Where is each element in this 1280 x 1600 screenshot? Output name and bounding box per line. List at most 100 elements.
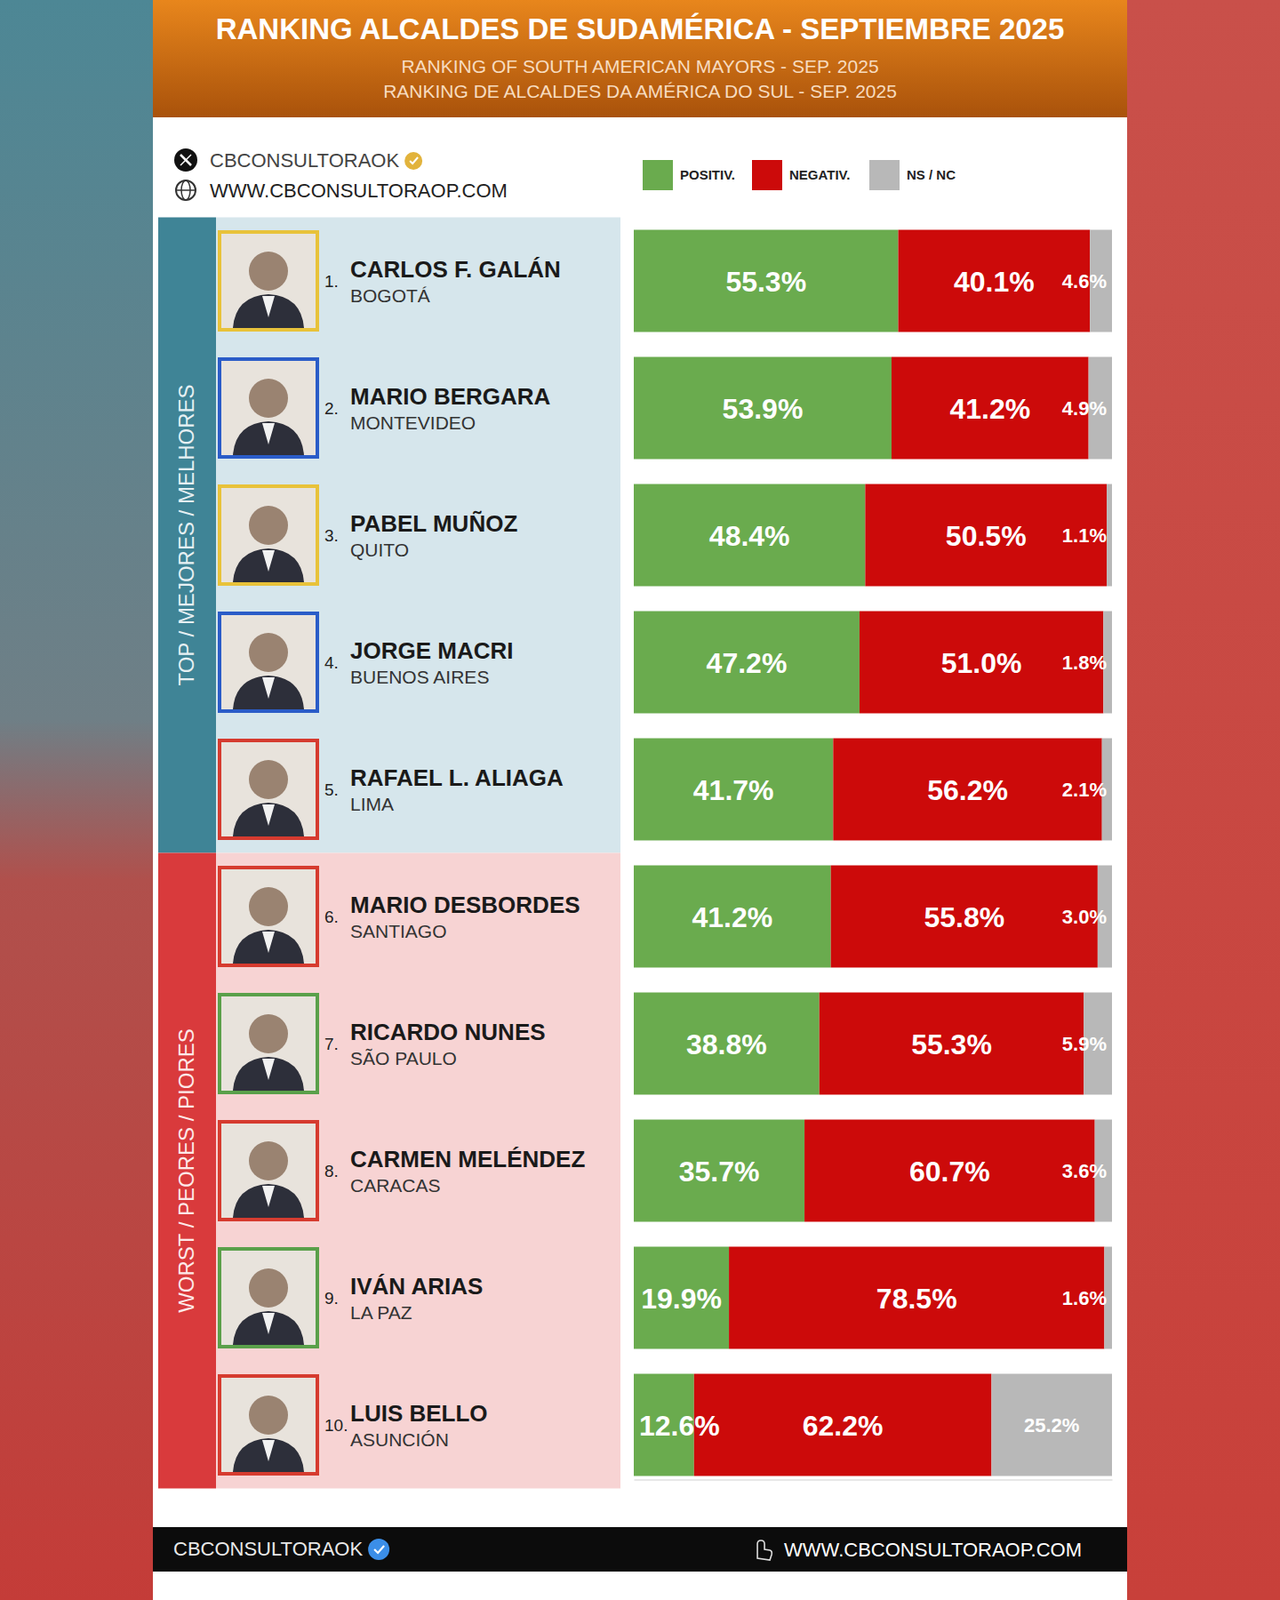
mayor-name: CARLOS F. GALÁN bbox=[350, 256, 561, 283]
header-band bbox=[152, 0, 1128, 118]
rank: 6. bbox=[324, 907, 339, 927]
rank: 9. bbox=[324, 1288, 339, 1308]
bar-segment bbox=[633, 230, 899, 333]
portrait-placeholder bbox=[219, 359, 318, 457]
bar-segment bbox=[633, 611, 860, 714]
background-left bbox=[0, 0, 153, 1600]
mayor-name: RAFAEL L. ALIAGA bbox=[350, 764, 564, 792]
portrait-placeholder bbox=[219, 1121, 318, 1220]
subtitle: RANKING DE ALCALDES DA AMÉRICA DO SUL - … bbox=[383, 80, 897, 102]
chart-root: RANKING ALCALDES DE SUDAMÉRICA - SEPTIEM… bbox=[0, 0, 1280, 1600]
data-label: 62.2% bbox=[802, 1409, 884, 1442]
mayor-name: CARMEN MELÉNDEZ bbox=[350, 1145, 585, 1173]
data-label: 50.5% bbox=[945, 520, 1027, 552]
data-label: 38.8% bbox=[686, 1028, 768, 1061]
portrait-placeholder bbox=[219, 740, 318, 839]
portrait-placeholder bbox=[219, 232, 318, 330]
rank: 1. bbox=[324, 272, 339, 291]
data-label: 47.2% bbox=[706, 647, 788, 680]
legend-label: NEGATIV. bbox=[789, 167, 850, 183]
rank: 2. bbox=[324, 399, 339, 418]
legend-label: NS / NC bbox=[906, 167, 956, 183]
bar-segment bbox=[864, 484, 1107, 587]
portrait-placeholder bbox=[219, 994, 318, 1093]
rank: 5. bbox=[324, 780, 339, 800]
data-label: 55.3% bbox=[911, 1028, 992, 1061]
data-label: 56.2% bbox=[927, 774, 1008, 807]
data-label: 1.6% bbox=[1062, 1287, 1107, 1310]
rank: 4. bbox=[324, 653, 339, 672]
data-label: 4.6% bbox=[1062, 270, 1107, 293]
footer-handle: CBCONSULTORAOK bbox=[173, 1537, 363, 1560]
group-label: TOP / MEJORES / MELHORES bbox=[174, 384, 199, 686]
bar-segment bbox=[694, 1374, 992, 1477]
verified-badge bbox=[404, 152, 423, 170]
data-label: 1.1% bbox=[1062, 524, 1107, 547]
legend-swatch bbox=[869, 160, 900, 191]
data-label: 19.9% bbox=[640, 1282, 722, 1315]
data-label: 41.2% bbox=[691, 901, 773, 934]
bar-segment bbox=[819, 992, 1085, 1096]
data-label: 41.7% bbox=[693, 774, 775, 807]
data-label: 48.4% bbox=[709, 520, 791, 552]
city: MONTEVIDEO bbox=[350, 412, 476, 433]
bar-segment bbox=[1106, 484, 1112, 587]
portrait-placeholder bbox=[219, 1248, 318, 1347]
data-label: 40.1% bbox=[953, 265, 1035, 298]
legend-label: POSITIV. bbox=[680, 167, 736, 183]
bar-segment bbox=[633, 1247, 729, 1350]
pointer-icon bbox=[757, 1540, 772, 1560]
bar-segment bbox=[633, 1120, 805, 1223]
group-side bbox=[158, 853, 216, 1489]
rank: 10. bbox=[324, 1416, 348, 1435]
mayor-name: MARIO BERGARA bbox=[350, 383, 552, 410]
data-label: 78.5% bbox=[876, 1282, 958, 1315]
data-label: 51.0% bbox=[941, 647, 1023, 680]
source-website: WWW.CBCONSULTORAOP.COM bbox=[209, 179, 508, 202]
footer-website: WWW.CBCONSULTORAOP.COM bbox=[784, 1538, 1082, 1561]
bar-segment bbox=[633, 865, 832, 968]
portrait-placeholder bbox=[219, 1376, 318, 1474]
x-axis bbox=[634, 1479, 1113, 1480]
bars bbox=[633, 230, 1112, 1477]
subtitle: RANKING OF SOUTH AMERICAN MAYORS - SEP. … bbox=[400, 56, 879, 77]
axis-line bbox=[634, 1479, 1113, 1480]
rank: 7. bbox=[324, 1034, 339, 1054]
mayor-name: MARIO DESBORDES bbox=[350, 891, 581, 919]
bar-segment bbox=[728, 1247, 1104, 1350]
data-label: 5.9% bbox=[1062, 1032, 1107, 1056]
city: LA PAZ bbox=[350, 1302, 413, 1323]
rank: 8. bbox=[324, 1161, 339, 1181]
mayor-name: RICARDO NUNES bbox=[350, 1018, 546, 1046]
group-panel bbox=[216, 217, 621, 854]
data-label: 1.8% bbox=[1062, 651, 1107, 674]
card bbox=[152, 0, 1128, 1600]
data-label: 55.3% bbox=[725, 265, 807, 298]
city: CARACAS bbox=[350, 1175, 441, 1196]
portrait-placeholder bbox=[219, 486, 318, 584]
data-label: 53.9% bbox=[722, 392, 804, 425]
city: QUITO bbox=[350, 539, 409, 560]
bar-segment bbox=[633, 738, 833, 841]
group-label: WORST / PEORES / PIORES bbox=[174, 1028, 199, 1313]
source-handle: CBCONSULTORAOK bbox=[209, 149, 400, 172]
city: SANTIAGO bbox=[350, 920, 448, 942]
rank: 3. bbox=[324, 526, 339, 545]
city: LIMA bbox=[350, 793, 394, 815]
city: ASUNCIÓN bbox=[350, 1429, 449, 1450]
title: RANKING ALCALDES DE SUDAMÉRICA - SEPTIEM… bbox=[216, 12, 1065, 46]
mayor-name: LUIS BELLO bbox=[350, 1400, 488, 1427]
data-labels: 55.3%53.9%48.4%47.2%41.7%41.2%38.8%35.7%… bbox=[639, 265, 1107, 1442]
data-label: 60.7% bbox=[909, 1155, 991, 1188]
data-label: 3.6% bbox=[1062, 1160, 1107, 1183]
footer-band bbox=[152, 1527, 1128, 1572]
data-label: 41.2% bbox=[949, 392, 1031, 425]
data-label: 55.8% bbox=[923, 901, 1005, 934]
portrait-placeholder bbox=[219, 613, 318, 712]
city: BOGOTÁ bbox=[350, 285, 431, 306]
bar-segment bbox=[633, 992, 820, 1096]
city: SÃO PAULO bbox=[350, 1048, 457, 1069]
data-label: 3.0% bbox=[1062, 905, 1107, 928]
bar-segment bbox=[991, 1374, 1112, 1477]
bar-segment bbox=[891, 357, 1089, 460]
